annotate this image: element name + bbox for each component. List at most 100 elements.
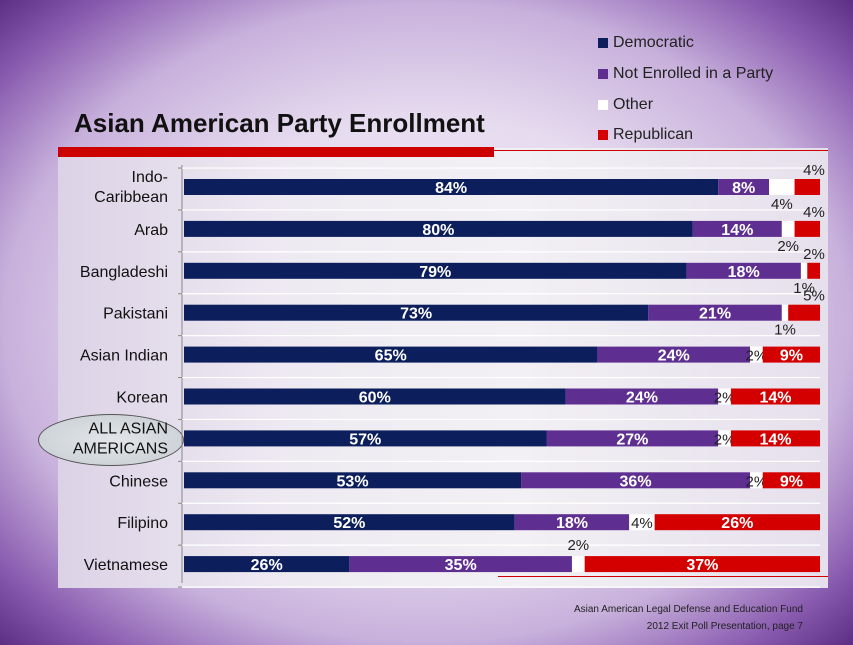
bar-democratic-pakistani <box>184 304 649 321</box>
data-label-not-enrolled-korean: 24% <box>626 390 658 407</box>
bar-republican-bangladeshi <box>807 262 820 279</box>
category-label-asian-indian: Asian Indian <box>80 348 168 365</box>
bar-republican-vietnamese <box>584 556 820 573</box>
category-label-bangladeshi: Bangladeshi <box>80 264 168 281</box>
legend-item-not-enrolled: Not Enrolled in a Party <box>598 59 773 90</box>
category-label-korean: Korean <box>116 390 168 407</box>
data-label-other-chinese: 2% <box>746 473 768 490</box>
legend-item-democratic: Democratic <box>598 28 773 59</box>
bar-democratic-vietnamese <box>184 556 350 573</box>
category-label-filipino: Filipino <box>117 515 168 532</box>
bar-democratic-bangladeshi <box>184 262 687 279</box>
bar-not-enrolled-chinese <box>521 472 751 489</box>
bar-republican-filipino <box>654 514 820 531</box>
bar-other-pakistani <box>781 304 789 321</box>
data-label-not-enrolled-asian-indian: 24% <box>658 348 690 365</box>
bar-democratic-korean <box>184 388 566 405</box>
data-label-not-enrolled-chinese: 36% <box>620 473 652 490</box>
footer-page: 2012 Exit Poll Presentation, page 7 <box>646 621 803 632</box>
bar-republican-asian-indian <box>762 346 820 363</box>
data-label-democratic-all-asian-americans: 57% <box>349 431 381 448</box>
bar-not-enrolled-vietnamese <box>349 556 572 573</box>
data-label-republican-asian-indian: 9% <box>780 348 803 365</box>
data-label-not-enrolled-pakistani: 21% <box>699 306 731 323</box>
bar-other-bangladeshi <box>800 262 808 279</box>
footer-rule <box>498 576 828 577</box>
data-label-democratic-filipino: 52% <box>333 515 365 532</box>
category-label-vietnamese: Vietnamese <box>84 557 168 574</box>
data-label-not-enrolled-arab: 14% <box>721 222 753 239</box>
category-label-arab: Arab <box>134 222 168 239</box>
bar-democratic-indo-caribbean <box>184 179 719 195</box>
data-label-other-indo-caribbean: 4% <box>771 196 793 213</box>
bar-other-all-asian-americans <box>718 430 731 447</box>
bar-other-arab <box>781 220 795 237</box>
data-label-other-filipino: 4% <box>631 515 653 532</box>
bar-not-enrolled-pakistani <box>648 304 782 321</box>
bar-other-indo-caribbean <box>769 179 795 195</box>
bar-not-enrolled-indo-caribbean <box>718 179 770 195</box>
title-underline-bar <box>58 147 494 157</box>
legend-item-republican: Republican <box>598 120 773 151</box>
data-label-democratic-bangladeshi: 79% <box>419 264 451 281</box>
bar-republican-chinese <box>762 472 820 489</box>
bar-not-enrolled-bangladeshi <box>686 262 801 279</box>
category-label-indo-caribbean: Caribbean <box>94 189 168 206</box>
legend-label-not-enrolled: Not Enrolled in a Party <box>613 65 774 83</box>
data-label-republican-pakistani: 5% <box>803 288 825 305</box>
bar-democratic-all-asian-americans <box>184 430 547 447</box>
bar-republican-korean <box>730 388 820 405</box>
data-label-not-enrolled-filipino: 18% <box>556 515 588 532</box>
category-label-all-asian-americans: ALL ASIAN <box>89 420 168 437</box>
bar-democratic-filipino <box>184 514 515 531</box>
data-label-democratic-chinese: 53% <box>337 473 369 490</box>
legend-swatch-not-enrolled <box>598 69 608 80</box>
category-label-chinese: Chinese <box>109 473 168 490</box>
legend: Democratic Not Enrolled in a Party Other… <box>598 28 773 151</box>
bar-not-enrolled-arab <box>692 220 782 237</box>
bar-democratic-arab <box>184 220 693 237</box>
category-label-pakistani: Pakistani <box>103 306 168 323</box>
footer-source: Asian American Legal Defense and Educati… <box>573 604 803 615</box>
data-label-not-enrolled-indo-caribbean: 8% <box>732 180 755 197</box>
data-label-republican-all-asian-americans: 14% <box>759 431 791 448</box>
bar-not-enrolled-asian-indian <box>597 346 751 363</box>
bar-other-asian-indian <box>750 346 763 363</box>
data-label-other-arab: 2% <box>777 238 799 255</box>
data-label-other-asian-indian: 2% <box>746 348 768 365</box>
data-label-not-enrolled-bangladeshi: 18% <box>728 264 760 281</box>
data-label-other-pakistani: 1% <box>774 322 796 339</box>
bar-republican-arab <box>794 220 820 237</box>
data-label-republican-bangladeshi: 2% <box>803 246 825 263</box>
data-label-republican-arab: 4% <box>803 204 825 221</box>
bar-other-korean <box>718 388 731 405</box>
bar-not-enrolled-korean <box>565 388 719 405</box>
legend-swatch-democratic <box>598 38 608 49</box>
data-label-republican-vietnamese: 37% <box>686 557 718 574</box>
legend-swatch-other <box>598 99 608 110</box>
data-label-republican-filipino: 26% <box>721 515 753 532</box>
legend-label-democratic: Democratic <box>613 34 694 52</box>
legend-label-republican: Republican <box>613 126 694 144</box>
chart-title: Asian American Party Enrollment <box>74 108 485 138</box>
legend-item-other: Other <box>598 89 773 120</box>
data-label-democratic-asian-indian: 65% <box>375 348 407 365</box>
bar-republican-indo-caribbean <box>794 179 820 195</box>
data-label-other-all-asian-americans: 2% <box>714 431 736 448</box>
bar-not-enrolled-all-asian-americans <box>546 430 719 447</box>
bar-other-chinese <box>750 472 763 489</box>
bar-democratic-chinese <box>184 472 522 489</box>
legend-swatch-republican <box>598 130 608 141</box>
data-label-other-bangladeshi: 1% <box>793 280 815 297</box>
data-label-not-enrolled-vietnamese: 35% <box>445 557 477 574</box>
category-label-all-asian-americans: AMERICANS <box>73 440 168 457</box>
bar-not-enrolled-filipino <box>514 514 630 531</box>
data-label-democratic-pakistani: 73% <box>400 306 432 323</box>
bar-democratic-asian-indian <box>184 346 598 363</box>
category-label-indo-caribbean: Indo- <box>132 169 168 186</box>
legend-label-other: Other <box>613 95 654 113</box>
data-label-democratic-korean: 60% <box>359 390 391 407</box>
bar-other-filipino <box>629 514 655 531</box>
bar-republican-pakistani <box>788 304 820 321</box>
